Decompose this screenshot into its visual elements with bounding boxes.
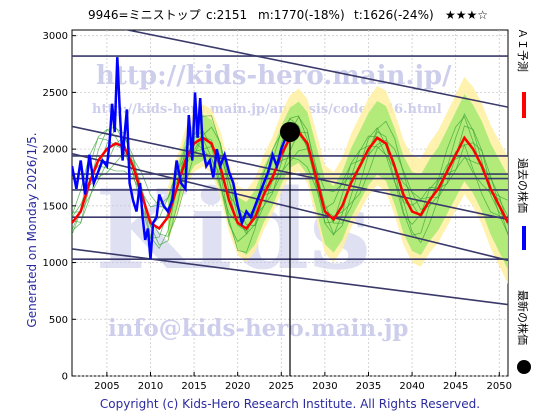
x-tick-label: 2030 — [312, 381, 337, 392]
x-tick-label: 2040 — [399, 381, 424, 392]
x-tick-label: 2020 — [225, 381, 250, 392]
y-tick-label: 2000 — [43, 145, 68, 156]
legend-past-price-label: 過去の株価 — [516, 158, 530, 213]
x-tick-label: 2010 — [138, 381, 163, 392]
x-tick-label: 2050 — [487, 381, 512, 392]
header-stars: ★★★☆ — [445, 8, 488, 22]
y-tick-label: 500 — [49, 315, 68, 326]
y-tick-label: 1000 — [43, 258, 68, 269]
series — [72, 57, 508, 376]
watermark-analysis-url: http://kids-hero.main.jp/analysis/code99… — [92, 102, 442, 117]
x-tick-label: 2035 — [356, 381, 381, 392]
watermark-email: info@kids-hero.main.jp — [108, 315, 408, 342]
legend: ＡＩ予測 過去の株価 最新の株価 — [516, 28, 531, 374]
past-price-line — [72, 57, 291, 260]
generated-date-label: Generated on Monday 2026/1/5. — [25, 132, 39, 327]
y-tick-label: 1500 — [43, 201, 68, 212]
header-mid-price: m:1770(-18%) — [258, 8, 345, 22]
forecast-band-line — [72, 113, 508, 235]
x-tick-label: 2025 — [269, 381, 294, 392]
header-code-name: 9946=ミニストップ — [88, 8, 201, 22]
latest-price-marker — [280, 121, 300, 142]
y-tick-label: 2500 — [43, 88, 68, 99]
header-current-price: c:2151 — [206, 8, 247, 22]
y-tick-label: 0 — [62, 372, 68, 383]
x-tick-label: 2045 — [443, 381, 468, 392]
legend-latest-price-marker — [517, 360, 531, 374]
header-target-price: t:1626(-24%) — [354, 8, 434, 22]
y-axis-ticks: 0 500 1000 1500 2000 2500 3000 — [43, 31, 76, 383]
legend-ai-forecast-label: ＡＩ予測 — [516, 28, 530, 72]
copyright: Copyright (c) Kids-Hero Research Institu… — [100, 397, 480, 411]
watermark-url: http://kids-hero.main.jp/ — [96, 61, 452, 91]
legend-latest-price-label: 最新の株価 — [516, 290, 530, 345]
x-axis-ticks: 2005 2010 2015 2020 2025 2030 2035 2040 2045 2050 — [94, 372, 512, 392]
y-tick-label: 3000 — [43, 31, 68, 42]
x-tick-label: 2005 — [94, 381, 119, 392]
x-tick-label: 2015 — [181, 381, 206, 392]
trend-line — [123, 30, 508, 108]
